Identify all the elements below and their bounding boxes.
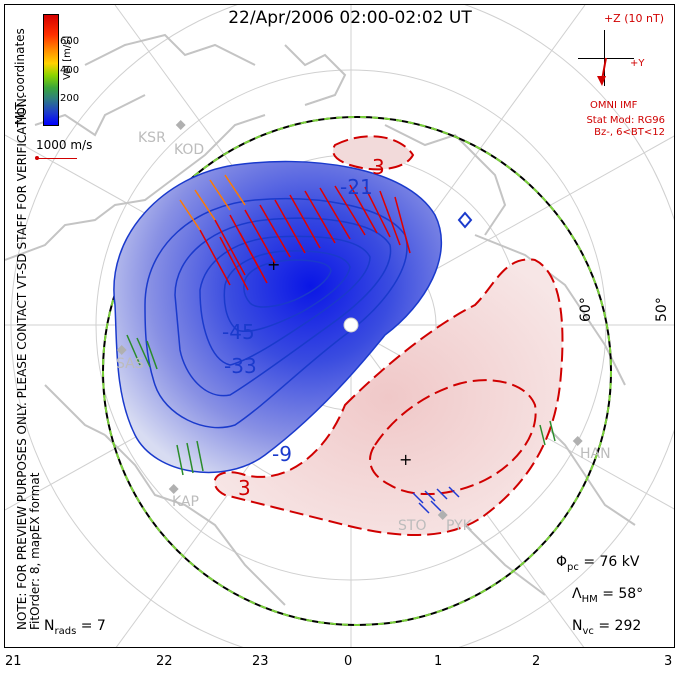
small-diamond [457,211,473,229]
positive-cell: + [213,135,564,536]
station-sas: SAS [116,356,144,372]
stat-n-rads-sub: rads [54,625,77,637]
stat-lambda-hm-sub: HM [581,593,598,605]
station-han: HAN [580,446,611,462]
station-pyk: PYK [446,518,472,534]
mlt-tick-1: 1 [434,654,443,669]
imf-y-label: +Y [630,58,645,69]
stat-n-vc: Nvc = 292 [572,618,641,637]
convection-map-frame: + + [4,4,675,648]
svg-text:+: + [399,450,412,469]
stat-phi-pc-value: = 76 kV [583,554,640,570]
stat-phi-pc: Φpc = 76 kV [556,554,639,573]
contour-label-pos3-bottom: 3 [238,476,251,500]
page-title: 22/Apr/2006 02:00-02:02 UT [228,8,472,28]
contour-label-neg45: -45 [222,320,255,344]
stat-lambda-hm: ΛHM = 58° [572,586,643,605]
stat-n-rads: Nrads = 7 [44,618,106,637]
stat-n-vc-sub: vc [582,625,594,637]
hm-boundary-green [102,116,612,626]
mlt-tick-21: 21 [5,654,22,669]
contour-label-neg21: -21 [340,175,373,199]
stat-n-vc-value: = 292 [598,618,642,634]
station-ksr: KSR [138,130,166,146]
mlt-tick-0: 0 [344,654,353,669]
imf-panel: +Z (10 nT) +Y OMNI IMF Stat Mod: RG96 Bz… [560,10,670,150]
station-kap: KAP [172,494,199,510]
negative-cell: + [113,160,443,474]
imf-source: OMNI IMF [590,100,638,111]
station-sto: STO [398,518,427,534]
station-kod: KOD [174,142,205,158]
stat-n-vc-symbol: N [572,618,583,634]
polar-map: + + [5,5,674,647]
colorbar-tick-600: 600 [60,36,80,47]
stat-phi-pc-sub: pc [567,561,579,573]
velocity-vectors [126,174,556,514]
reference-vector-label: 1000 m/s [36,138,93,152]
imf-stat-mod: Stat Mod: RG96 [586,115,665,126]
latitude-label-50: 50° [654,297,670,322]
imf-vector-arrow [597,57,607,86]
imf-scale: +Z (10 nT) [603,12,664,25]
latitude-label-60: 60° [578,297,594,322]
verification-note: NOTE: FOR PREVIEW PURPOSES ONLY. PLEASE … [15,94,42,630]
stat-phi-pc-symbol: Φ [556,554,568,570]
mlt-tick-22: 22 [156,654,173,669]
imf-condition: Bz-, 6<BT<12 [594,127,665,138]
note-line-2: FitOrder: 8, mapEX format [28,472,42,630]
reference-vector-line [37,158,77,159]
contour-label-neg9: -9 [272,442,292,466]
colorbar-tick-400: 400 [60,65,80,76]
coordinates-label: MLT coordinates [13,28,27,125]
stat-lambda-hm-value: = 58° [602,586,644,602]
svg-text:+: + [267,255,280,274]
colorbar-tick-200: 200 [60,93,80,104]
contour-label-pos3-top: 3 [372,155,385,179]
stat-lambda-hm-symbol: Λ [572,586,582,602]
stat-n-rads-value: = 7 [80,618,106,634]
stat-n-rads-symbol: N [44,618,55,634]
colorbar-label: Vel [m/s] [62,35,73,80]
mlt-tick-3: 3 [664,654,673,669]
contour-label-neg33: -33 [224,354,257,378]
mlt-tick-23: 23 [252,654,269,669]
velocity-colorbar [43,14,59,126]
mlt-tick-2: 2 [532,654,541,669]
pole-marker [343,317,359,333]
